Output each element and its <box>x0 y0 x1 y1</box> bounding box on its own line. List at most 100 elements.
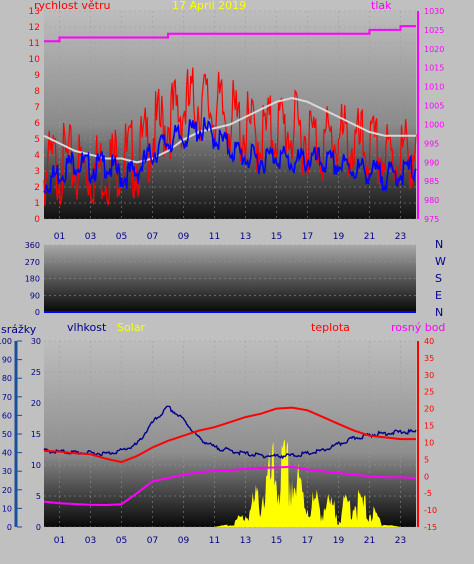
solar-label: Solar <box>117 321 146 334</box>
x-tick-label: 21 <box>364 536 375 546</box>
humidity-label: vlhkost <box>67 321 107 334</box>
x-tick-label: 07 <box>147 536 158 546</box>
pressure-axis: 975 980 985 990 995 1000 1005 1010 1015 1020 1025 1… <box>417 7 444 224</box>
pressure-tick-label: 975 <box>424 215 439 224</box>
wind-speed-tick-label: 10 <box>29 55 41 65</box>
temperature-tick-label: 15 <box>424 422 434 431</box>
humidity-axis: 0 5 10 15 20 25 30 <box>31 337 41 532</box>
wind-speed-tick-label: 11 <box>29 39 40 49</box>
direction-letter-w: W <box>435 255 446 268</box>
pressure-tick-label: 1025 <box>424 26 444 35</box>
temperature-tick-label: 40 <box>424 337 434 346</box>
pressure-label: tlak <box>371 0 392 12</box>
wind-panel-background <box>44 11 416 219</box>
x-tick-label: 09 <box>178 536 190 546</box>
wind-speed-tick-label: 5 <box>34 135 40 145</box>
wind-panel-series <box>43 25 417 207</box>
precipitation-tick-label: 50 <box>2 430 12 439</box>
precipitation-tick-label: 20 <box>2 486 12 495</box>
humidity-tick-label: 0 <box>36 523 41 532</box>
x-tick-label: 17 <box>302 536 313 546</box>
x-tick-label: 07 <box>147 232 158 242</box>
wind-direction-tick-label: 0 <box>35 308 40 317</box>
pressure-trend-series <box>43 96 416 164</box>
pressure-tick-label: 985 <box>424 177 439 186</box>
precipitation-tick-label: 70 <box>2 393 12 402</box>
dew-point-label: rosný bod <box>391 321 445 334</box>
temperature-axis: -15 -10 -5 0 5 10 15 20 25 30 35 40 <box>417 337 437 532</box>
x-tick-label: 13 <box>240 536 251 546</box>
x-tick-label: 01 <box>54 232 65 242</box>
temperature-tick-label: 5 <box>424 455 429 464</box>
pressure-tick-label: 1015 <box>424 64 444 73</box>
x-tick-label: 15 <box>271 232 282 242</box>
humidity-panel-x-axis: 01 03 05 07 09 11 13 15 17 19 21 23 <box>54 536 406 546</box>
humidity-panel-series <box>43 405 417 527</box>
x-tick-label: 19 <box>333 536 345 546</box>
wind-speed-tick-label: 2 <box>34 183 40 193</box>
x-tick-label: 13 <box>240 232 251 242</box>
dew-point-series <box>43 465 417 507</box>
humidity-tick-label: 10 <box>31 461 41 470</box>
pressure-tick-label: 1000 <box>424 120 444 129</box>
solar-area <box>44 439 416 527</box>
direction-letter-n2: N <box>435 306 443 319</box>
date-label: 17 April 2019 <box>172 0 246 12</box>
x-tick-label: 21 <box>364 232 375 242</box>
temperature-series <box>43 406 416 464</box>
temperature-tick-label: -15 <box>424 523 437 532</box>
wind-speed-tick-label: 0 <box>34 215 40 225</box>
wind-direction-tick-label: 90 <box>30 291 40 300</box>
precipitation-tick-label: 30 <box>2 467 12 476</box>
pressure-tick-label: 990 <box>424 158 439 167</box>
precipitation-tick-label: 100 <box>0 337 12 346</box>
direction-letter-n: N <box>435 238 443 251</box>
pressure-tick-label: 1030 <box>424 7 444 16</box>
wind-speed-label: rychlost větru <box>34 0 110 12</box>
wind-speed-tick-label: 12 <box>29 23 40 33</box>
precipitation-tick-label: 10 <box>2 504 12 513</box>
x-tick-label: 01 <box>54 536 65 546</box>
precipitation-tick-label: 80 <box>2 374 12 383</box>
humidity-series <box>43 405 417 460</box>
wind-direction-axis: 0 90 180 270 360 <box>25 241 40 317</box>
wind-direction-tick-label: 360 <box>25 241 40 250</box>
x-tick-label: 23 <box>395 536 406 546</box>
x-tick-label: 23 <box>395 232 406 242</box>
pressure-series <box>44 25 416 43</box>
wind-speed-tick-label: 9 <box>34 71 40 81</box>
wind-direction-tick-label: 270 <box>25 258 40 267</box>
direction-letter-s: S <box>435 272 442 285</box>
wind-speed-tick-label: 6 <box>34 119 40 129</box>
temperature-tick-label: -5 <box>424 489 432 498</box>
x-tick-label: 19 <box>333 232 345 242</box>
x-tick-label: 15 <box>271 536 282 546</box>
humidity-tick-label: 30 <box>31 337 41 346</box>
pressure-tick-label: 1020 <box>424 45 444 54</box>
wind-speed-tick-label: 3 <box>34 167 40 177</box>
x-tick-label: 11 <box>209 536 220 546</box>
x-tick-label: 03 <box>85 536 96 546</box>
temperature-tick-label: 20 <box>424 405 434 414</box>
wind-direction-panel-background <box>44 245 416 313</box>
wind-speed-tick-label: 7 <box>34 103 40 113</box>
wind-average-series <box>43 117 417 195</box>
x-tick-label: 11 <box>209 232 220 242</box>
precipitation-tick-label: 0 <box>7 523 12 532</box>
wind-speed-tick-label: 4 <box>34 151 40 161</box>
humidity-tick-label: 5 <box>36 492 41 501</box>
wind-direction-tick-label: 180 <box>25 275 40 284</box>
temperature-tick-label: 30 <box>424 371 434 380</box>
x-tick-label: 17 <box>302 232 313 242</box>
humidity-tick-label: 20 <box>31 399 41 408</box>
x-tick-label: 09 <box>178 232 190 242</box>
direction-letter-e: E <box>435 289 442 302</box>
humidity-tick-label: 25 <box>31 368 41 377</box>
temperature-label: teplota <box>311 321 350 334</box>
wind-speed-tick-label: 8 <box>34 87 40 97</box>
wind-panel-x-axis: 01 03 05 07 09 11 13 15 17 19 21 23 <box>54 232 406 242</box>
temperature-tick-label: 35 <box>424 354 434 363</box>
wind-speed-tick-label: 1 <box>34 199 40 209</box>
wind-speed-tick-label: 13 <box>29 7 40 17</box>
